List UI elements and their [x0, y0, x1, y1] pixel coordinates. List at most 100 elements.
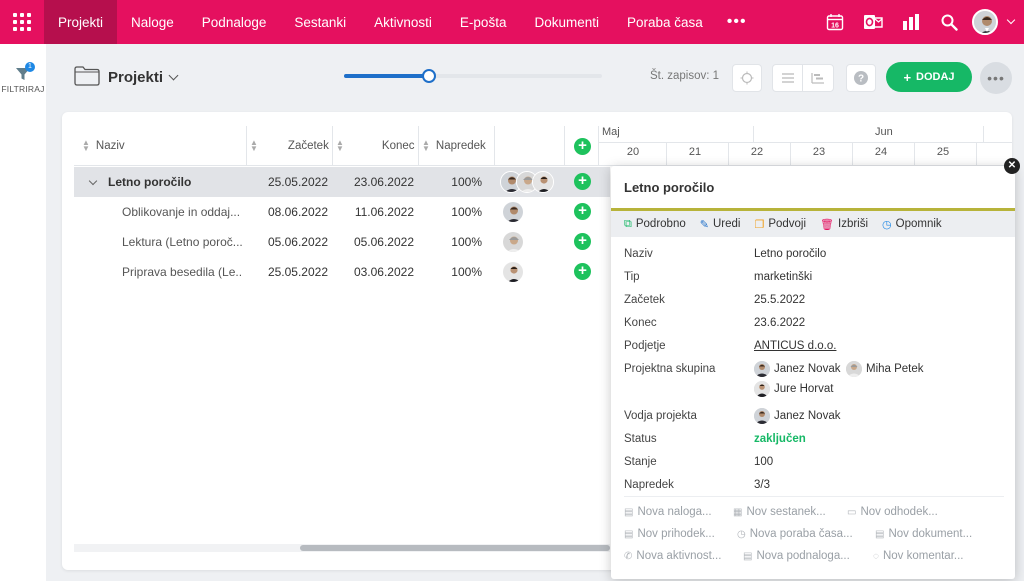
project-lead[interactable]: Janez Novak	[754, 408, 840, 424]
add-subtask-button[interactable]: +	[574, 203, 591, 220]
sort-icon: ▲ ▼	[250, 138, 258, 153]
izbrisi-button[interactable]: 🗑 Izbriši	[820, 218, 869, 231]
row-progress: 100%	[451, 235, 482, 249]
external-link-icon: ⧉	[624, 217, 632, 230]
apps-menu-icon[interactable]	[0, 0, 44, 44]
page-title[interactable]: Projekti	[108, 69, 164, 86]
team-row: Projektna skupina Janez Novak Miha Petek…	[624, 361, 924, 397]
table-row[interactable]: Oblikovanje in oddaj... 08.06.2022 11.06…	[74, 197, 610, 227]
income-icon: ▤	[624, 528, 634, 540]
expense-icon: ▭	[847, 506, 857, 518]
pencil-icon: ✎	[699, 218, 709, 231]
podrobno-button[interactable]: ⧉ Podrobno	[624, 217, 686, 231]
avatar	[846, 361, 862, 377]
folder-icon	[74, 66, 100, 86]
column-konec[interactable]: ▲ ▼ Konec	[336, 138, 415, 153]
add-subtask-button[interactable]: +	[574, 263, 591, 280]
add-subtask-button[interactable]: +	[574, 233, 591, 250]
new-activity-link[interactable]: ✆ Nova aktivnost...	[624, 550, 722, 562]
new-income-link[interactable]: ▤ Nov prihodek...	[624, 528, 715, 540]
gantt-day: 20	[626, 146, 640, 158]
add-button[interactable]: + DODAJ	[886, 62, 972, 92]
new-task-link[interactable]: ▤ Nova naloga...	[624, 506, 712, 518]
nav-eposta[interactable]: E-pošta	[459, 14, 507, 30]
row-start: 05.06.2022	[267, 235, 328, 249]
crosshair-button[interactable]	[732, 64, 762, 92]
new-expense-link[interactable]: ▭ Nov odhodek...	[847, 506, 938, 518]
search-icon[interactable]	[930, 0, 968, 44]
row-start: 25.05.2022	[267, 175, 328, 189]
gantt-day: 25	[936, 146, 950, 158]
help-button[interactable]: ?	[846, 64, 876, 92]
column-napredek[interactable]: ▲ ▼ Napredek	[422, 138, 486, 153]
filter-count-badge: 1	[25, 62, 35, 72]
status-row: Status zaključen	[624, 433, 806, 445]
add-row-button[interactable]: +	[574, 138, 591, 155]
table-row[interactable]: Lektura (Letno poroč... 05.06.2022 05.06…	[74, 227, 610, 257]
table-row[interactable]: Priprava besedila (Le... 25.05.2022 03.0…	[74, 257, 610, 287]
new-timelog-link[interactable]: ◷ Nova poraba časa...	[737, 528, 853, 540]
user-menu-chevron-icon[interactable]	[1006, 15, 1016, 25]
company-link[interactable]: ANTICUS d.o.o.	[754, 340, 837, 352]
user-avatar[interactable]	[968, 0, 1002, 44]
gantt-day: 21	[688, 146, 702, 158]
page-header: Projekti Št. zapisov: 1 ? + DODAJ •••	[46, 44, 1024, 112]
new-document-link[interactable]: ▤ Nov dokument...	[875, 528, 973, 540]
collapse-chevron-icon[interactable]	[88, 176, 98, 186]
podvoji-button[interactable]: ❐ Podvoji	[754, 218, 807, 231]
title-dropdown-chevron-icon[interactable]	[168, 70, 179, 81]
column-zacetek[interactable]: ▲ ▼ Začetek	[250, 138, 329, 153]
new-subtask-link[interactable]: ▤ Nova podnaloga...	[743, 550, 850, 562]
column-naziv[interactable]: ▲ ▼ Naziv	[82, 138, 125, 153]
team-member[interactable]: Jure Horvat	[754, 381, 833, 397]
opomnik-button[interactable]: ◷ Opomnik	[882, 218, 942, 231]
avatar	[754, 381, 770, 397]
close-icon[interactable]: ✕	[1004, 158, 1020, 174]
subtask-icon: ▤	[743, 550, 753, 562]
nav-sestanki[interactable]: Sestanki	[294, 14, 347, 30]
top-navigation: Projekti Naloge Podnaloge Sestanki Aktiv…	[0, 0, 1024, 44]
nav-poraba-casa[interactable]: Poraba časa	[626, 14, 703, 30]
gantt-month: Maj	[602, 126, 620, 138]
grid-header: ▲ ▼ Naziv ▲ ▼ Začetek ▲ ▼ Konec ▲ ▼ Napredek +	[74, 126, 610, 166]
calendar-day: 16	[831, 23, 839, 30]
outlook-icon[interactable]	[854, 0, 892, 44]
nav-podnaloge[interactable]: Podnaloge	[201, 14, 267, 30]
filter-rail: 1 FILTRIRAJ	[0, 44, 46, 581]
horizontal-scrollbar[interactable]	[74, 544, 610, 552]
uredi-button[interactable]: ✎ Uredi	[699, 218, 741, 231]
popover-actions: ⧉ Podrobno ✎ Uredi ❐ Podvoji 🗑 Izbriši ◷ Opom…	[611, 211, 1015, 237]
row-end: 11.06.2022	[354, 205, 414, 219]
reports-chart-icon[interactable]	[892, 0, 930, 44]
new-meeting-link[interactable]: ▦ Nov sestanek...	[733, 506, 826, 518]
crosshair-icon	[740, 71, 754, 85]
filter-button[interactable]: 1 FILTRIRAJ	[0, 62, 46, 94]
filter-label: FILTRIRAJ	[1, 84, 45, 94]
table-row[interactable]: Letno poročilo 25.05.2022 23.06.2022 100…	[74, 167, 610, 197]
list-icon	[781, 73, 794, 83]
nav-more-button[interactable]: •••	[726, 13, 747, 30]
new-comment-link[interactable]: ◌ Nov komentar...	[873, 550, 964, 562]
gantt-view-button[interactable]	[803, 65, 833, 91]
row-end: 05.06.2022	[353, 235, 414, 249]
row-progress: 100%	[451, 205, 482, 219]
list-view-button[interactable]	[773, 65, 804, 91]
avatar	[502, 231, 524, 253]
filter-icon: 1	[15, 62, 35, 82]
field-row: Naziv Letno poročilo	[624, 248, 827, 260]
nav-naloge[interactable]: Naloge	[131, 14, 174, 30]
calendar-icon[interactable]: 16	[816, 0, 854, 44]
add-subtask-button[interactable]: +	[574, 173, 591, 190]
nav-projekti[interactable]: Projekti	[44, 0, 118, 44]
scrollbar-thumb[interactable]	[300, 545, 610, 551]
zoom-slider-track	[344, 74, 602, 78]
zoom-slider-handle[interactable]	[422, 69, 436, 83]
team-member[interactable]: Miha Petek	[846, 361, 924, 377]
nav-dokumenti[interactable]: Dokumenti	[534, 14, 599, 30]
zoom-slider[interactable]	[344, 69, 602, 83]
add-button-label: DODAJ	[916, 71, 955, 83]
team-member[interactable]: Janez Novak	[754, 361, 840, 377]
avatar	[754, 361, 770, 377]
more-options-button[interactable]: •••	[980, 62, 1012, 94]
nav-aktivnosti[interactable]: Aktivnosti	[374, 14, 432, 30]
